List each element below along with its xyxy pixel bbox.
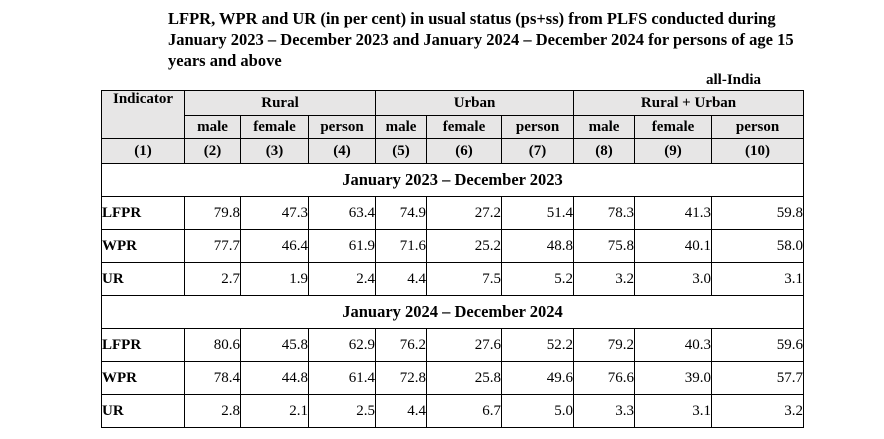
column-number-cell: (1): [101, 138, 185, 164]
value-cell: 3.1: [711, 262, 805, 296]
value-cell: 2.8: [184, 394, 241, 428]
value-cell: 59.6: [711, 328, 805, 362]
value-cell: 52.2: [501, 328, 575, 362]
group-header-rural: Rural: [183, 90, 377, 116]
indicator-label: UR: [101, 394, 185, 428]
value-cell: 4.4: [375, 262, 428, 296]
indicator-label: WPR: [101, 229, 185, 263]
value-cell: 75.8: [573, 229, 636, 263]
value-cell: 46.4: [240, 229, 309, 263]
column-number-cell: (9): [634, 138, 713, 164]
value-cell: 41.3: [634, 196, 713, 230]
table-row: UR 2.7 1.9 2.4 4.4 7.5 5.2 3.2 3.0 3.1: [101, 262, 805, 296]
value-cell: 72.8: [375, 361, 428, 395]
group-header-row: Indicator Rural Urban Rural + Urban: [101, 90, 805, 139]
column-number-cell: (4): [307, 138, 377, 164]
subheader-cell: person: [501, 115, 575, 139]
table-row: LFPR 79.8 47.3 63.4 74.9 27.2 51.4 78.3 41.3 59.8: [101, 196, 805, 230]
value-cell: 47.3: [240, 196, 309, 230]
value-cell: 25.8: [426, 361, 503, 395]
value-cell: 7.5: [426, 262, 503, 296]
value-cell: 40.1: [634, 229, 713, 263]
value-cell: 71.6: [375, 229, 428, 263]
value-cell: 5.2: [501, 262, 575, 296]
value-cell: 49.6: [501, 361, 575, 395]
value-cell: 76.6: [573, 361, 636, 395]
section-row: January 2023 – December 2023: [100, 163, 805, 197]
column-number-cell: (3): [240, 138, 309, 164]
column-number-cell: (6): [426, 138, 503, 164]
region-label: all-India: [706, 72, 762, 88]
value-cell: 78.4: [184, 361, 241, 395]
indicator-label: LFPR: [101, 328, 185, 362]
statistics-table: Indicator Rural Urban Rural + Urban male…: [100, 90, 805, 428]
subheader-cell: male: [184, 115, 241, 139]
column-number-cell: (2): [184, 138, 241, 164]
section-label: January 2023 – December 2023: [100, 163, 805, 197]
column-number-cell: (8): [573, 138, 636, 164]
subheader-cell: male: [573, 115, 636, 139]
value-cell: 62.9: [307, 328, 377, 362]
table-title: LFPR, WPR and UR (in per cent) in usual …: [168, 9, 794, 70]
value-cell: 79.8: [184, 196, 241, 230]
subheader-cell: female: [634, 115, 713, 139]
section-row: January 2024 – December 2024: [100, 295, 805, 329]
value-cell: 27.6: [426, 328, 503, 362]
section-label: January 2024 – December 2024: [100, 295, 805, 329]
value-cell: 45.8: [240, 328, 309, 362]
value-cell: 3.2: [711, 394, 805, 428]
indicator-label: UR: [101, 262, 185, 296]
subheader-cell: person: [711, 115, 805, 139]
value-cell: 74.9: [375, 196, 428, 230]
value-cell: 59.8: [711, 196, 805, 230]
value-cell: 61.4: [307, 361, 377, 395]
value-cell: 61.9: [307, 229, 377, 263]
value-cell: 51.4: [501, 196, 575, 230]
value-cell: 4.4: [375, 394, 428, 428]
value-cell: 44.8: [240, 361, 309, 395]
column-number-cell: (5): [375, 138, 428, 164]
value-cell: 25.2: [426, 229, 503, 263]
value-cell: 57.7: [711, 361, 805, 395]
value-cell: 77.7: [184, 229, 241, 263]
column-number-cell: (10): [711, 138, 805, 164]
value-cell: 3.1: [634, 394, 713, 428]
value-cell: 48.8: [501, 229, 575, 263]
value-cell: 27.2: [426, 196, 503, 230]
value-cell: 2.5: [307, 394, 377, 428]
group-header-rural-urban: Rural + Urban: [573, 90, 805, 116]
value-cell: 40.3: [634, 328, 713, 362]
subheader-cell: male: [375, 115, 428, 139]
value-cell: 39.0: [634, 361, 713, 395]
value-cell: 78.3: [573, 196, 636, 230]
value-cell: 3.2: [573, 262, 636, 296]
value-cell: 2.4: [307, 262, 377, 296]
value-cell: 3.3: [573, 394, 636, 428]
table-row: LFPR 80.6 45.8 62.9 76.2 27.6 52.2 79.2 40.3 59.6: [101, 328, 805, 362]
table-row: UR 2.8 2.1 2.5 4.4 6.7 5.0 3.3 3.1 3.2: [101, 394, 805, 428]
column-number-cell: (7): [501, 138, 575, 164]
value-cell: 5.0: [501, 394, 575, 428]
value-cell: 2.1: [240, 394, 309, 428]
subheader-row: male female person male female person ma…: [102, 115, 805, 139]
value-cell: 2.7: [184, 262, 241, 296]
subheader-cell: female: [426, 115, 503, 139]
value-cell: 6.7: [426, 394, 503, 428]
value-cell: 3.0: [634, 262, 713, 296]
group-header-urban: Urban: [375, 90, 575, 116]
indicator-label: WPR: [101, 361, 185, 395]
table-row: WPR 78.4 44.8 61.4 72.8 25.8 49.6 76.6 39.0 57.7: [101, 361, 805, 395]
value-cell: 76.2: [375, 328, 428, 362]
indicator-header: Indicator: [101, 90, 185, 139]
value-cell: 1.9: [240, 262, 309, 296]
table-row: WPR 77.7 46.4 61.9 71.6 25.2 48.8 75.8 40.1 58.0: [101, 229, 805, 263]
subheader-cell: person: [307, 115, 377, 139]
value-cell: 80.6: [184, 328, 241, 362]
value-cell: 58.0: [711, 229, 805, 263]
column-number-row: (1) (2) (3) (4) (5) (6) (7) (8) (9) (10): [101, 138, 805, 164]
subheader-cell: female: [240, 115, 309, 139]
indicator-label: LFPR: [101, 196, 185, 230]
value-cell: 63.4: [307, 196, 377, 230]
value-cell: 79.2: [573, 328, 636, 362]
